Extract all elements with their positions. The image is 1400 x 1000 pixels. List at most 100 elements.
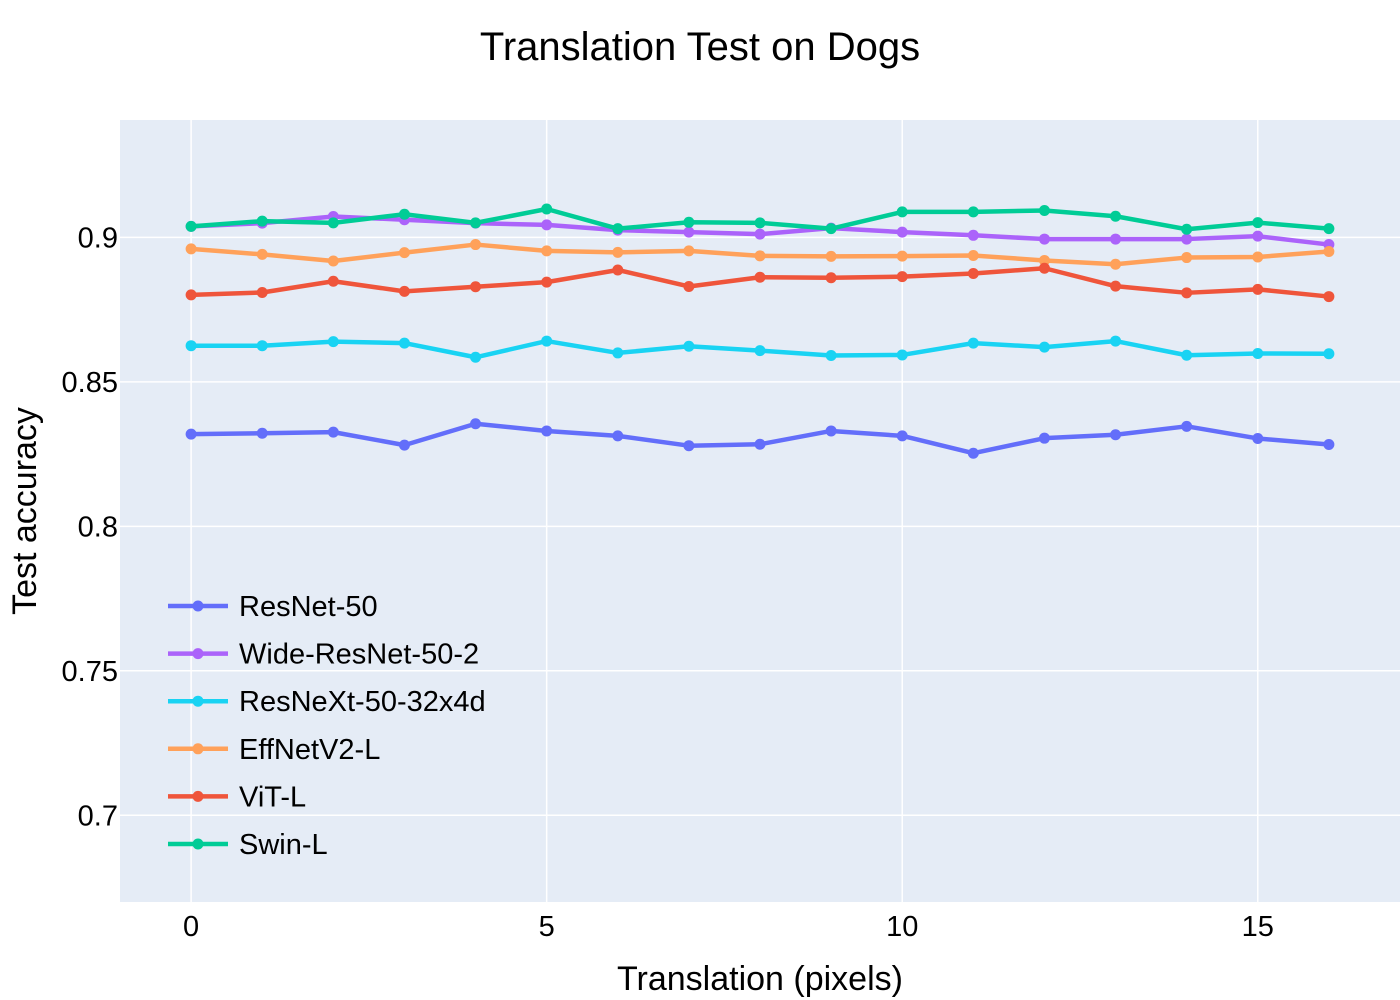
x-axis-title: Translation (pixels) [617,960,903,998]
legend-item-resnext-50-32x4d[interactable]: ResNeXt-50-32x4d [168,686,486,718]
data-point-vit-l [754,271,766,283]
data-point-swin-l [327,217,339,229]
data-point-wide-resnet-50-2 [1252,230,1264,242]
data-point-resnext-50-32x4d [256,340,268,352]
data-point-vit-l [398,285,410,297]
data-point-swin-l [896,206,908,218]
data-point-resnext-50-32x4d [683,340,695,352]
data-point-vit-l [256,287,268,299]
legend-item-vit-l[interactable]: ViT-L [168,781,306,813]
data-point-effnetv2-l [896,250,908,262]
data-point-swin-l [470,217,482,229]
chart-title: Translation Test on Dogs [480,25,920,69]
data-point-resnet-50 [1252,432,1264,444]
data-point-resnet-50 [1110,429,1122,441]
data-point-effnetv2-l [327,255,339,267]
series-vit-l [185,262,1335,303]
data-point-resnext-50-32x4d [825,350,837,362]
data-point-resnext-50-32x4d [185,340,197,352]
data-point-effnetv2-l [612,246,624,258]
data-point-vit-l [327,275,339,287]
data-point-resnet-50 [398,439,410,451]
legend-item-effnetv2-l[interactable]: EffNetV2-L [168,734,380,766]
data-point-vit-l [470,281,482,293]
data-point-effnetv2-l [256,248,268,260]
y-axis-title: Test accuracy [6,407,44,615]
data-point-resnet-50 [1323,439,1335,451]
data-point-vit-l [185,289,197,301]
data-point-resnext-50-32x4d [541,335,553,347]
data-point-resnext-50-32x4d [470,351,482,363]
y-tick-label: 0.85 [62,367,118,399]
data-point-resnext-50-32x4d [1110,335,1122,347]
data-point-effnetv2-l [1110,258,1122,270]
data-point-resnet-50 [967,447,979,459]
y-tick-label: 0.75 [62,656,118,688]
y-tick-labels: 0.7 0.75 0.8 0.85 0.9 [62,222,118,832]
data-point-resnext-50-32x4d [398,337,410,349]
data-point-wide-resnet-50-2 [1181,233,1193,245]
data-point-effnetv2-l [1038,254,1050,266]
data-point-resnext-50-32x4d [612,347,624,359]
x-tick-label: 15 [1242,911,1274,943]
data-point-swin-l [1323,223,1335,235]
data-point-swin-l [825,223,837,235]
data-point-wide-resnet-50-2 [896,226,908,238]
data-point-resnext-50-32x4d [1323,348,1335,360]
data-point-resnext-50-32x4d [327,336,339,348]
legend-label: EffNetV2-L [239,734,380,766]
legend-item-wide-resnet-50-2[interactable]: Wide-ResNet-50-2 [168,639,479,671]
data-point-swin-l [754,217,766,229]
data-point-resnet-50 [1181,420,1193,432]
data-point-wide-resnet-50-2 [541,219,553,231]
data-point-effnetv2-l [1181,252,1193,264]
x-tick-labels: 0 5 10 15 [183,911,1274,943]
legend-item-resnet-50[interactable]: ResNet-50 [168,591,378,623]
data-point-swin-l [1038,204,1050,216]
legend-item-swin-l[interactable]: Swin-L [168,829,328,861]
data-point-wide-resnet-50-2 [1110,233,1122,245]
data-point-vit-l [612,264,624,276]
legend-label: ResNet-50 [239,591,378,623]
data-point-resnet-50 [825,425,837,437]
data-point-effnetv2-l [825,250,837,262]
legend-label: ViT-L [239,781,306,813]
data-point-effnetv2-l [398,247,410,259]
data-point-wide-resnet-50-2 [754,228,766,240]
data-point-swin-l [1252,217,1264,229]
x-tick-label: 0 [183,911,199,943]
legend-label: Wide-ResNet-50-2 [239,639,479,671]
legend-marker [192,600,204,612]
data-point-swin-l [185,220,197,232]
data-point-resnext-50-32x4d [754,345,766,357]
data-point-swin-l [967,206,979,218]
data-point-vit-l [683,280,695,292]
legend-marker [192,838,204,850]
data-point-wide-resnet-50-2 [1038,233,1050,245]
data-point-resnet-50 [1038,432,1050,444]
data-point-resnet-50 [754,438,766,450]
data-point-effnetv2-l [683,245,695,257]
data-point-swin-l [1110,210,1122,222]
data-point-swin-l [398,208,410,220]
data-point-resnext-50-32x4d [896,349,908,361]
data-point-effnetv2-l [185,243,197,255]
legend-marker [192,743,204,755]
data-point-swin-l [1181,223,1193,235]
data-point-vit-l [1110,280,1122,292]
data-point-resnext-50-32x4d [967,337,979,349]
data-point-vit-l [1252,283,1264,295]
data-point-resnet-50 [612,430,624,442]
data-point-swin-l [541,203,553,215]
x-tick-label: 10 [886,911,918,943]
data-point-vit-l [967,267,979,279]
data-point-effnetv2-l [470,239,482,251]
data-point-resnet-50 [470,418,482,430]
data-point-wide-resnet-50-2 [683,226,695,238]
data-point-effnetv2-l [967,250,979,262]
data-point-resnet-50 [327,426,339,438]
data-point-vit-l [825,272,837,284]
series-resnext-50-32x4d [185,335,1335,363]
legend-label: ResNeXt-50-32x4d [239,686,486,718]
